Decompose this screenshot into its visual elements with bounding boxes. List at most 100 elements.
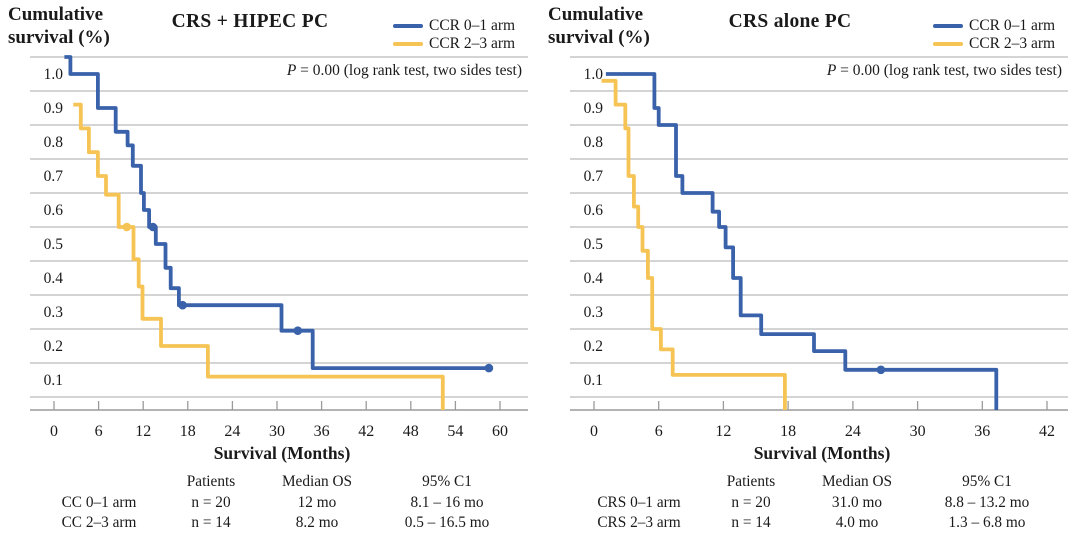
table-header: Patients xyxy=(186,473,236,491)
table-cell: 8.8 – 13.2 mo xyxy=(944,493,1030,511)
y-tick-label: 0.9 xyxy=(584,100,604,117)
legend-item-ccr23: CCR 2–3 arm xyxy=(933,35,1078,53)
censor-mark xyxy=(293,326,303,336)
table-header: Median OS xyxy=(821,473,893,491)
x-tick-label: 54 xyxy=(447,423,463,440)
table-cell: 0.5 – 16.5 mo xyxy=(404,514,490,532)
y-tick-label: 0.5 xyxy=(584,236,604,253)
x-tick-label: 18 xyxy=(180,423,196,440)
legend-item-ccr01: CCR 0–1 arm xyxy=(933,17,1078,35)
survival-curve-ccr01 xyxy=(605,72,999,410)
legend-label: CCR 0–1 arm xyxy=(429,17,516,34)
table-cell: CC 0–1 arm xyxy=(61,493,137,511)
legend-label: CCR 2–3 arm xyxy=(429,35,516,52)
x-tick-label: 36 xyxy=(974,423,990,440)
chart-title: CRS alone PC xyxy=(728,11,852,32)
legend-label: CCR 2–3 arm xyxy=(969,35,1056,52)
x-tick-label: 36 xyxy=(314,423,330,440)
table-cell: CC 2–3 arm xyxy=(61,514,137,532)
y-tick-label: 0.2 xyxy=(44,338,63,355)
x-axis-title: Survival (Months) xyxy=(213,443,351,463)
censor-mark xyxy=(148,222,158,232)
survival-curve-ccr23 xyxy=(73,102,445,410)
p-value-annotation: P = 0.00 (log rank test, two sides test) xyxy=(826,62,1062,79)
legend-item-ccr01: CCR 0–1 arm xyxy=(393,17,538,35)
y-tick-label: 0.7 xyxy=(584,168,604,185)
x-tick-label: 24 xyxy=(224,423,240,440)
x-tick-label: 0 xyxy=(50,423,58,440)
legend-line-icon xyxy=(393,23,423,29)
y-axis-title: Cumulative survival (%) xyxy=(548,4,650,49)
x-tick-label: 0 xyxy=(590,423,598,440)
p-value-annotation: P = 0.00 (log rank test, two sides test) xyxy=(286,62,522,79)
legend-line-icon xyxy=(933,41,963,47)
y-tick-label: 0.6 xyxy=(44,202,64,219)
table-cell: 8.1 – 16 mo xyxy=(410,493,484,511)
legend-item-ccr23: CCR 2–3 arm xyxy=(393,35,538,53)
panel-crs-alone-pc: 1.0 0.9 0.8 0.7 0.6 0.5 0.4 0.3 0.2 0.1 0 6 12 18 24 30… xyxy=(540,0,1080,547)
table-cell: 12 mo xyxy=(297,493,337,511)
x-tick-label: 6 xyxy=(655,423,663,440)
x-tick-label: 30 xyxy=(910,423,926,440)
chart-title: CRS + HIPEC PC xyxy=(171,11,329,32)
km-plot-crs-alone: 1.0 0.9 0.8 0.7 0.6 0.5 0.4 0.3 0.2 0.1 0 6 12 18 24 30… xyxy=(570,56,1068,440)
y-tick-label: 0.4 xyxy=(44,270,64,287)
table-header: 95% C1 xyxy=(422,473,472,491)
x-tick-label: 30 xyxy=(269,423,285,440)
summary-table: Patients Median OS 95% C1 CC 0–1 arm n =… xyxy=(28,472,512,534)
x-tick-label: 42 xyxy=(1039,423,1055,440)
y-tick-label: 0.8 xyxy=(44,134,64,151)
table-header: 95% C1 xyxy=(962,473,1012,491)
table-cell: CRS 2–3 arm xyxy=(597,514,681,532)
table-cell: CRS 0–1 arm xyxy=(597,493,681,511)
y-tick-label: 0.9 xyxy=(44,100,64,117)
x-tick-label: 60 xyxy=(492,423,508,440)
table-cell: 1.3 – 6.8 mo xyxy=(948,514,1026,532)
table-cell: n = 14 xyxy=(731,514,771,532)
x-tick-label: 6 xyxy=(95,423,103,440)
y-tick-label: 0.2 xyxy=(584,338,603,355)
survival-curve-ccr01 xyxy=(64,55,489,370)
table-cell: n = 20 xyxy=(191,493,231,511)
legend: CCR 0–1 arm CCR 2–3 arm xyxy=(933,17,1078,53)
table-cell: n = 20 xyxy=(731,493,771,511)
y-tick-label: 1.0 xyxy=(44,66,64,83)
y-tick-label: 0.8 xyxy=(584,134,604,151)
censor-mark xyxy=(178,300,187,310)
censor-mark xyxy=(876,365,886,375)
x-tick-label: 12 xyxy=(135,423,151,440)
survival-curve-ccr23 xyxy=(601,78,787,410)
y-tick-label: 0.3 xyxy=(584,304,604,321)
x-tick-label: 18 xyxy=(780,423,796,440)
table-cell: 31.0 mo xyxy=(831,493,883,511)
x-tick-label: 12 xyxy=(715,423,731,440)
legend-line-icon xyxy=(933,23,963,29)
y-tick-label: 0.4 xyxy=(584,270,604,287)
x-tick-label: 48 xyxy=(403,423,419,440)
table-header: Patients xyxy=(726,473,776,491)
censor-mark xyxy=(122,222,132,232)
y-tick-label: 0.7 xyxy=(44,168,64,185)
legend-label: CCR 0–1 arm xyxy=(969,17,1056,34)
censor-mark xyxy=(484,363,494,373)
table-header: Median OS xyxy=(281,473,353,491)
table-cell: 8.2 mo xyxy=(295,514,339,532)
y-tick-label: 0.6 xyxy=(584,202,604,219)
y-tick-label: 1.0 xyxy=(584,66,604,83)
table-cell: 4.0 mo xyxy=(835,514,879,532)
panel-crs-hipec-pc: 1.0 0.9 0.8 0.7 0.6 0.5 0.4 0.3 0.2 0.1 0 6 12 18 24 30… xyxy=(8,4,538,534)
y-tick-label: 0.5 xyxy=(44,236,64,253)
legend-line-icon xyxy=(393,41,423,47)
km-plot-crs-hipec: 1.0 0.9 0.8 0.7 0.6 0.5 0.4 0.3 0.2 0.1 0 6 12 18 24 30… xyxy=(30,55,528,440)
legend: CCR 0–1 arm CCR 2–3 arm xyxy=(393,17,538,53)
y-tick-label: 0.1 xyxy=(584,372,603,389)
y-tick-label: 0.3 xyxy=(44,304,64,321)
x-tick-label: 42 xyxy=(358,423,374,440)
table-cell: n = 14 xyxy=(191,514,231,532)
x-axis-title: Survival (Months) xyxy=(753,443,891,463)
y-tick-label: 0.1 xyxy=(44,372,63,389)
y-axis-title: Cumulative survival (%) xyxy=(8,4,110,49)
x-tick-label: 24 xyxy=(845,423,861,440)
summary-table: Patients Median OS 95% C1 CRS 0–1 arm n … xyxy=(568,472,1052,534)
